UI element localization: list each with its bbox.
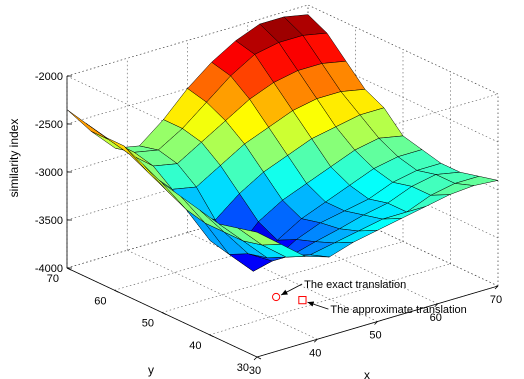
annotations: The exact translation The approximate tra… [272, 279, 467, 316]
grid-line-y [209, 263, 451, 336]
annotation-arrow [280, 283, 303, 296]
x-tick-mark [313, 338, 318, 343]
y-tick-mark [256, 356, 262, 360]
x-tick-mark [374, 321, 378, 325]
grid-line-y [161, 241, 404, 313]
annotation-arrow [307, 301, 329, 310]
grid-line-z [307, 4, 499, 95]
grid-line-x [127, 249, 318, 340]
exact-translation-label: The exact translation [304, 279, 406, 291]
z-axis-label: similarity index [7, 119, 21, 198]
z-tick-label: -2000 [35, 71, 63, 83]
x-tick-label: 50 [369, 330, 381, 342]
y-tick-label: 40 [189, 340, 201, 352]
x-tick-mark [434, 303, 439, 308]
y-tick-mark [114, 289, 119, 293]
y-tick-mark [209, 334, 214, 338]
y-tick-label: 70 [47, 273, 59, 285]
exact-translation-marker [272, 292, 281, 302]
x-axis-label: x [364, 368, 370, 379]
z-tick-label: -3500 [35, 215, 63, 227]
surface-mesh [66, 14, 499, 272]
y-tick-label: 60 [94, 295, 106, 307]
z-tick-label: -2500 [35, 119, 63, 131]
surface-patch [237, 227, 282, 246]
box-edge [256, 93, 499, 166]
x-tick-mark [253, 356, 258, 361]
x-tick-label: 70 [490, 294, 502, 306]
y-axis-label: y [148, 363, 154, 377]
z-tick-label: -4000 [35, 263, 63, 275]
y-tick-mark [161, 312, 167, 315]
grid-line-z [66, 4, 309, 77]
approximate-translation-label: The approximate translation [330, 304, 466, 316]
z-tick-label: -3000 [35, 167, 63, 179]
tick-labels: 30405060703040506070-4000-3500-3000-2500… [35, 71, 502, 377]
x-tick-label: 30 [249, 365, 261, 377]
x-tick-mark [494, 285, 499, 290]
grid-line-x [187, 232, 378, 322]
y-tick-label: 30 [237, 362, 249, 374]
grid-line-z [307, 196, 499, 287]
x-tick-label: 60 [430, 312, 442, 324]
x-tick-label: 40 [309, 347, 321, 359]
box-edge [66, 75, 258, 166]
approximate-translation-marker [298, 296, 307, 305]
y-tick-label: 50 [142, 318, 154, 330]
grid-line-z [307, 52, 499, 143]
